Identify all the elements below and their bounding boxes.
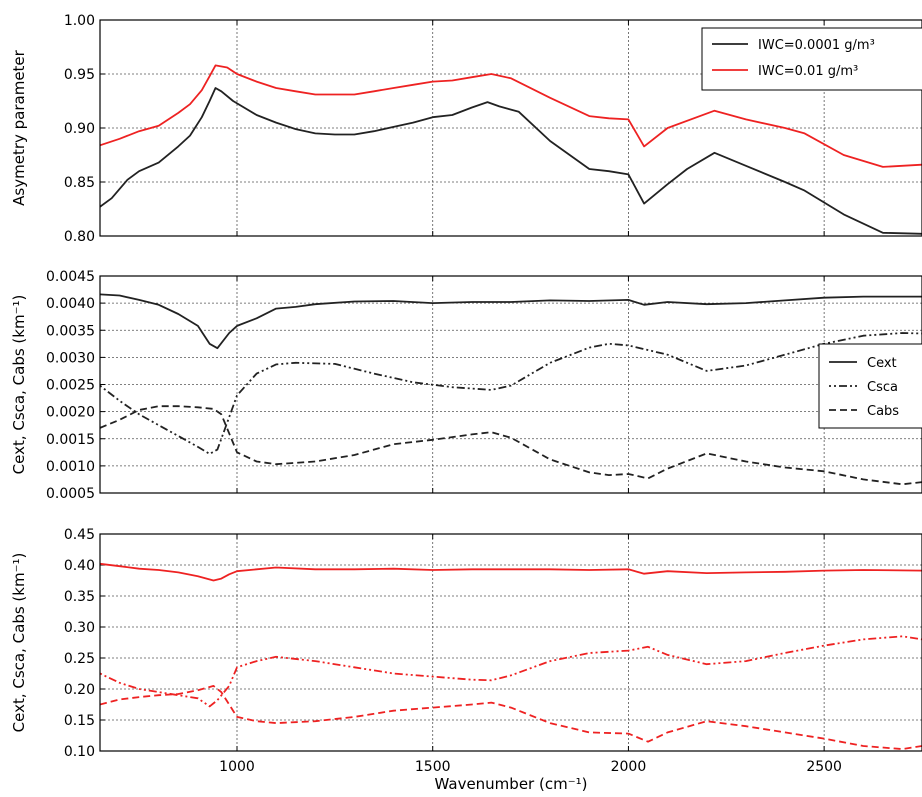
panel-1: 0.80 0.85 0.90 0.95 1.00 Asymetry parameter IW…	[10, 13, 922, 245]
plot-frame	[99, 275, 922, 494]
panel-2: 0.0005 0.0010 0.0015 0.0020 0.0025 0.0030 0.00…	[10, 269, 922, 502]
y-tick-label: 0.0040	[46, 296, 95, 312]
y-tick-label: 0.80	[64, 229, 95, 245]
series-line-csca	[100, 332, 922, 455]
y-tick-label: 0.25	[64, 651, 95, 667]
y-axis-title: Cext, Csca, Cabs (km⁻¹)	[10, 295, 28, 475]
y-tick-label: 0.35	[64, 589, 95, 605]
y-tick-label: 0.45	[64, 527, 95, 543]
legend-label: Cabs	[867, 404, 899, 419]
series-line-cext	[100, 293, 922, 350]
x-tick-label: 2000	[611, 759, 647, 775]
series-line-iwc-0-01-g-m-	[100, 64, 922, 168]
y-tick-label: 1.00	[64, 13, 95, 29]
series-line-cabs	[100, 405, 922, 486]
legend-label: IWC=0.0001 g/m³	[758, 38, 875, 53]
x-tick-label: 1000	[219, 759, 255, 775]
legend: Cext Csca Cabs	[818, 343, 922, 429]
legend-box	[701, 27, 922, 91]
y-tick-label: 0.0035	[46, 323, 95, 339]
x-tick-label: 1500	[415, 759, 451, 775]
y-axis-title: Cext, Csca, Cabs (km⁻¹)	[10, 553, 28, 733]
legend-label: Cext	[867, 356, 897, 371]
y-tick-label: 0.0005	[46, 486, 95, 502]
y-tick-label: 0.0030	[46, 350, 95, 366]
legend-label: Csca	[867, 380, 898, 395]
x-axis-title: Wavenumber (cm⁻¹)	[435, 775, 588, 793]
y-tick-label: 0.10	[64, 744, 95, 760]
y-tick-label: 0.90	[64, 121, 95, 137]
y-tick-label: 0.20	[64, 682, 95, 698]
series-line-cext	[100, 562, 922, 582]
y-tick-label: 0.30	[64, 620, 95, 636]
y-tick-label: 0.85	[64, 175, 95, 191]
series-line-cabs	[100, 685, 922, 750]
y-tick-label: 0.0015	[46, 432, 95, 448]
plot-frame	[99, 533, 922, 752]
plot-frame	[99, 19, 922, 237]
y-tick-label: 0.0025	[46, 378, 95, 394]
y-tick-label: 0.0045	[46, 269, 95, 285]
y-tick-label: 0.95	[64, 67, 95, 83]
y-tick-label: 0.0010	[46, 459, 95, 475]
y-tick-label: 0.40	[64, 558, 95, 574]
x-tick-label: 2500	[806, 759, 842, 775]
panel-3: 1000 1500 2000 2500 0.10 0.15 0.20 0.25 0.30 0.35…	[10, 527, 922, 793]
legend-label: IWC=0.01 g/m³	[758, 64, 858, 79]
legend: IWC=0.0001 g/m³ IWC=0.01 g/m³	[701, 27, 922, 91]
y-tick-label: 0.0020	[46, 405, 95, 421]
y-tick-label: 0.15	[64, 713, 95, 729]
legend-box	[818, 343, 922, 429]
series-line-csca	[100, 635, 922, 708]
series-line-iwc-0-0001-g-m-	[100, 87, 922, 235]
y-axis-title: Asymetry parameter	[10, 49, 28, 206]
